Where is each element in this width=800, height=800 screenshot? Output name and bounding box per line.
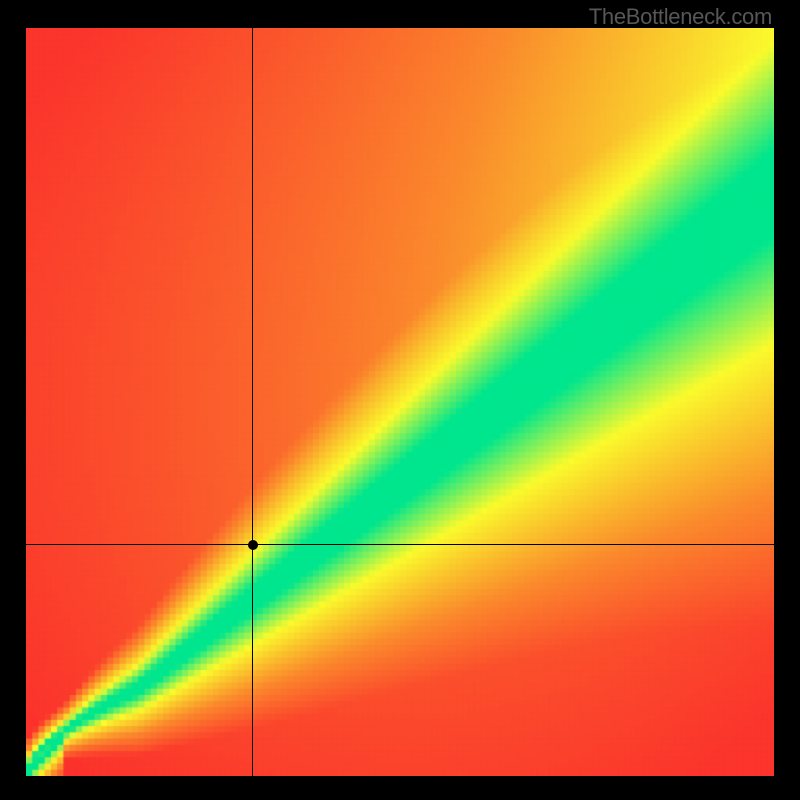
selected-point-marker — [248, 540, 258, 550]
bottleneck-heatmap — [26, 28, 774, 776]
chart-container: TheBottleneck.com — [0, 0, 800, 800]
watermark-text: TheBottleneck.com — [589, 4, 772, 30]
crosshair-horizontal — [26, 544, 774, 545]
crosshair-vertical — [252, 28, 253, 776]
